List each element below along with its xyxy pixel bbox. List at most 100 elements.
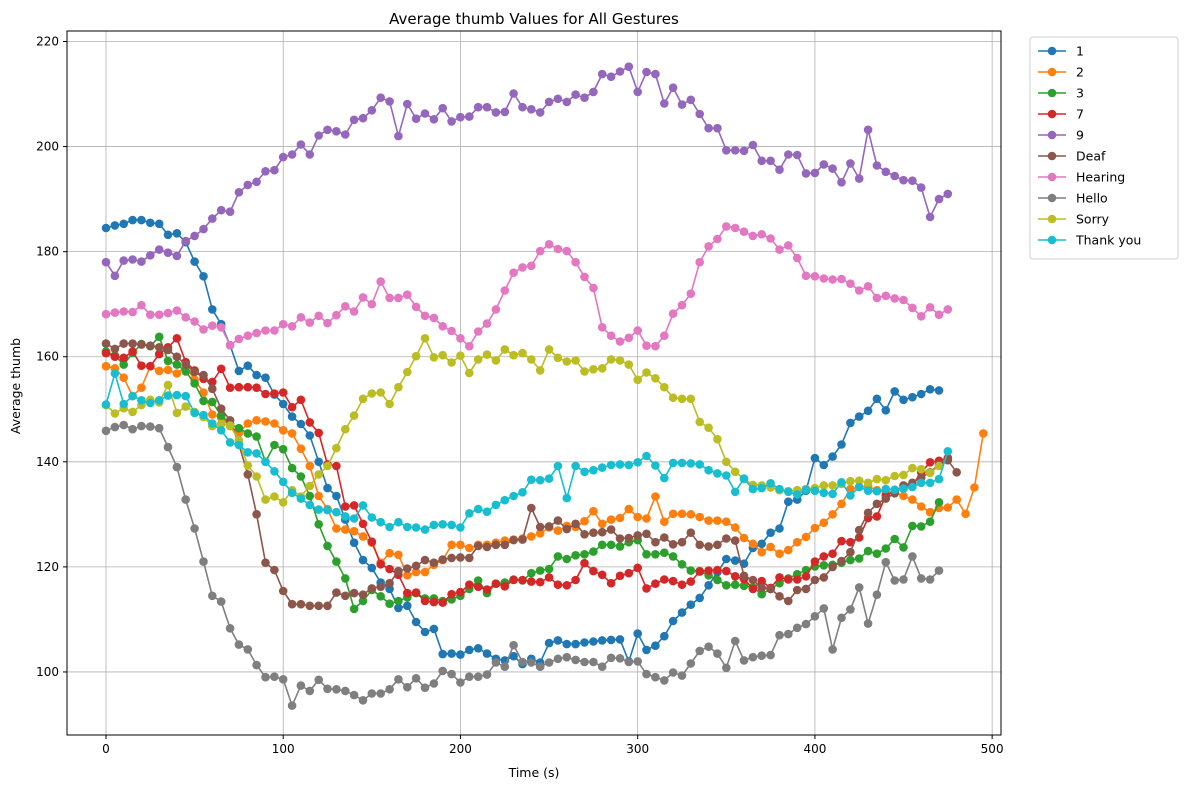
- data-point: [695, 567, 704, 576]
- data-point: [660, 548, 669, 557]
- data-point: [651, 550, 660, 559]
- data-point: [606, 525, 616, 534]
- data-point: [456, 553, 465, 562]
- data-point: [890, 387, 899, 396]
- data-point: [943, 503, 953, 512]
- data-point: [278, 319, 288, 329]
- data-point: [270, 326, 279, 335]
- data-point: [385, 564, 394, 574]
- data-point: [314, 491, 324, 501]
- data-point: [925, 303, 935, 312]
- data-point: [908, 482, 917, 492]
- data-point: [722, 534, 731, 543]
- data-point: [854, 482, 864, 492]
- data-point: [473, 576, 483, 585]
- data-point: [278, 675, 288, 684]
- data-point: [491, 305, 501, 314]
- data-point: [447, 649, 456, 658]
- data-point: [686, 510, 696, 519]
- data-point: [429, 624, 439, 634]
- data-point: [899, 484, 908, 493]
- data-point: [305, 500, 315, 510]
- data-point: [101, 257, 111, 267]
- data-point: [899, 470, 908, 480]
- data-point: [154, 343, 164, 352]
- data-point: [332, 588, 341, 597]
- data-point: [792, 585, 802, 595]
- data-point: [722, 554, 731, 564]
- data-point: [234, 334, 244, 344]
- data-point: [730, 467, 740, 477]
- data-point: [606, 578, 616, 588]
- data-point: [403, 564, 412, 573]
- data-point: [633, 87, 642, 97]
- data-point: [119, 307, 128, 316]
- data-point: [270, 565, 279, 575]
- data-point: [854, 174, 864, 183]
- data-point: [473, 541, 483, 551]
- data-point: [908, 463, 917, 473]
- data-point: [535, 246, 545, 256]
- legend-label: Hello: [1076, 191, 1108, 206]
- data-point: [810, 523, 820, 533]
- data-point: [713, 234, 722, 244]
- data-point: [190, 317, 199, 326]
- legend-marker: [1047, 67, 1057, 77]
- data-point: [704, 581, 713, 590]
- data-point: [819, 488, 829, 498]
- data-point: [500, 495, 510, 505]
- data-point: [163, 230, 173, 240]
- data-point: [863, 546, 873, 556]
- data-point: [137, 383, 146, 393]
- data-point: [757, 230, 766, 239]
- data-point: [810, 168, 820, 178]
- data-point: [190, 231, 199, 241]
- data-point: [252, 472, 261, 481]
- data-point: [748, 539, 758, 549]
- data-point: [553, 461, 563, 471]
- data-point: [739, 571, 749, 581]
- x-tick-label: 300: [626, 742, 649, 756]
- data-point: [358, 113, 368, 123]
- data-point: [509, 651, 518, 661]
- data-point: [172, 306, 182, 315]
- data-point: [323, 541, 332, 551]
- data-point: [456, 523, 465, 532]
- data-point: [801, 619, 811, 629]
- data-point: [420, 596, 430, 606]
- data-point: [597, 662, 607, 671]
- data-point: [553, 244, 563, 254]
- data-point: [624, 360, 634, 369]
- data-point: [190, 524, 199, 533]
- data-point: [863, 486, 873, 496]
- data-point: [332, 127, 341, 136]
- data-point: [854, 286, 864, 295]
- data-point: [154, 219, 164, 229]
- data-point: [589, 283, 598, 293]
- data-point: [367, 389, 377, 398]
- data-point: [677, 608, 687, 617]
- data-point: [766, 650, 775, 660]
- data-point: [589, 528, 598, 537]
- data-point: [766, 479, 775, 488]
- data-point: [385, 548, 394, 558]
- data-point: [704, 423, 713, 433]
- data-point: [934, 386, 944, 395]
- x-tick-label: 200: [449, 742, 472, 756]
- data-point: [216, 419, 226, 429]
- data-point: [190, 408, 199, 418]
- data-point: [376, 689, 386, 698]
- data-point: [535, 577, 545, 587]
- data-point: [252, 432, 261, 441]
- data-point: [615, 654, 625, 663]
- data-point: [553, 353, 563, 363]
- data-point: [872, 499, 882, 509]
- data-point: [553, 580, 563, 589]
- data-point: [509, 350, 518, 360]
- data-point: [287, 402, 297, 412]
- data-point: [394, 550, 403, 560]
- data-point: [323, 505, 332, 515]
- legend-marker: [1047, 130, 1057, 140]
- data-point: [597, 69, 607, 79]
- data-point: [553, 552, 563, 561]
